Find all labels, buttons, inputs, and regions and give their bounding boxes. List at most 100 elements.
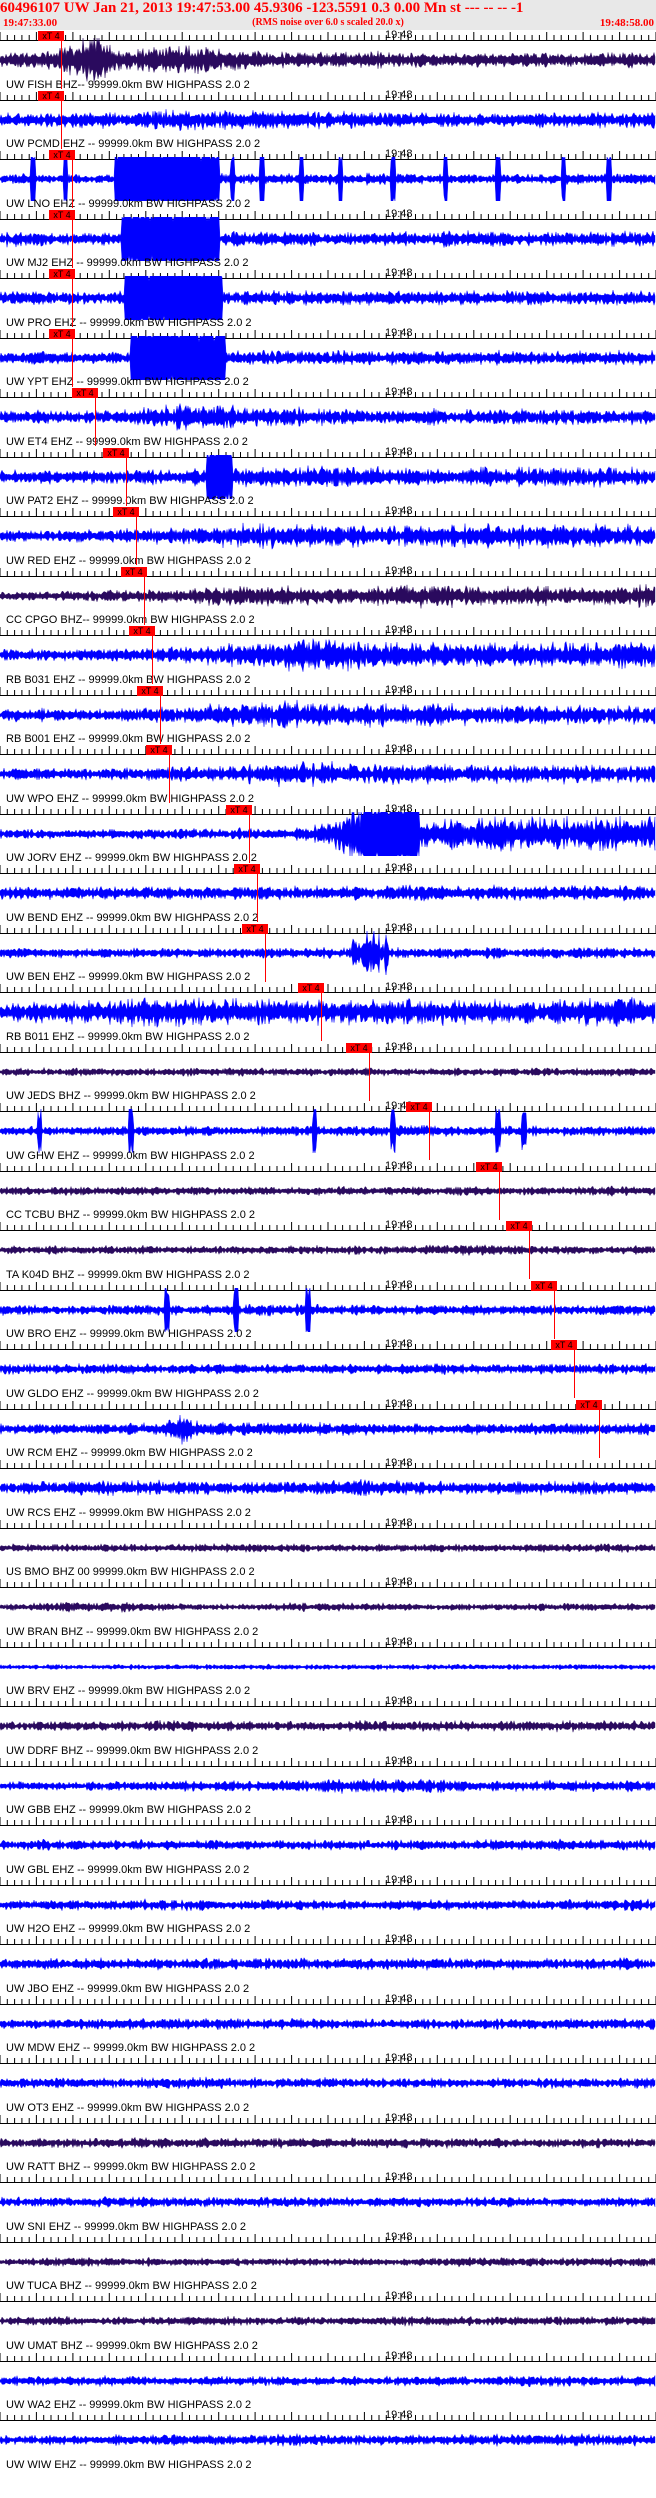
station-label: RB B011 EHZ -- 99999.0km BW HIGHPASS 2.0… — [6, 1030, 250, 1042]
phase-marker[interactable]: xT 4 — [49, 150, 75, 160]
trace-row[interactable]: 19:48 UW JORV EHZ -- 99999.0km BW HIGHPAS… — [0, 804, 656, 863]
trace-row[interactable]: 19:48 UW UMAT BHZ -- 99999.0km BW HIGHPAS… — [0, 2291, 656, 2351]
trace-row[interactable]: 19:48 UW SNI EHZ -- 99999.0km BW HIGHPASS… — [0, 2172, 656, 2232]
trace-row[interactable]: 19:48 UW BEN EHZ -- 99999.0km BW HIGHPASS… — [0, 923, 656, 982]
phase-marker[interactable]: xT 4 — [576, 1399, 602, 1410]
phase-marker[interactable]: xT 4 — [49, 209, 75, 220]
trace-row[interactable]: 19:48 UW BRAN BHZ -- 99999.0km BW HIGHPAS… — [0, 1577, 656, 1637]
trace-row[interactable]: 19:48 UW BEND EHZ -- 99999.0km BW HIGHPAS… — [0, 863, 656, 923]
phase-marker-line — [72, 269, 73, 327]
time-tick-label: 19:48 — [385, 1577, 413, 1588]
phase-marker-line — [249, 804, 250, 863]
time-tick-label: 19:48 — [385, 1279, 413, 1291]
time-axis — [0, 804, 656, 815]
trace-row[interactable]: 19:48 UW ET4 EHZ -- 99999.0km BW HIGHPASS… — [0, 387, 656, 447]
phase-marker[interactable]: xT 4 — [406, 1102, 432, 1112]
phase-marker[interactable]: xT 4 — [506, 1221, 532, 1231]
phase-marker[interactable]: xT 4 — [103, 447, 129, 458]
time-tick-label: 19:48 — [385, 1993, 413, 2005]
trace-row[interactable]: 19:48 UW JEDS BHZ -- 99999.0km BW HIGHPAS… — [0, 1041, 656, 1101]
phase-marker[interactable]: xT 4 — [551, 1340, 577, 1350]
trace-row[interactable]: 19:48 UW RED EHZ -- 99999.0km BW HIGHPASS… — [0, 506, 656, 566]
waveform — [0, 157, 656, 201]
trace-row[interactable]: 19:48 RB B001 EHZ -- 99999.0km BW HIGHPAS… — [0, 685, 656, 744]
phase-marker[interactable]: xT 4 — [346, 1042, 372, 1053]
trace-row[interactable]: 19:48 CC TCBU BHZ -- 99999.0km BW HIGHPAS… — [0, 1161, 656, 1220]
trace-row[interactable]: 19:48 US BMO BHZ 00 99999.0km BW HIGHPASS… — [0, 1518, 656, 1577]
phase-marker[interactable]: xT 4 — [49, 328, 75, 339]
trace-row[interactable]: 19:48 UW BRO EHZ -- 99999.0km BW HIGHPASS… — [0, 1279, 656, 1339]
phase-marker[interactable]: xT 4 — [226, 804, 252, 815]
phase-marker[interactable]: xT 4 — [113, 507, 139, 517]
station-label: UW JBO EHZ -- 99999.0km BW HIGHPASS 2.0 … — [6, 1982, 250, 1994]
phase-marker[interactable]: xT 4 — [476, 1161, 502, 1172]
trace-row[interactable]: 19:48 UW WPO EHZ -- 99999.0km BW HIGHPASS… — [0, 744, 656, 804]
trace-row[interactable]: 19:48 UW GBB EHZ -- 99999.0km BW HIGHPASS… — [0, 1756, 656, 1815]
waveform — [0, 1704, 656, 1748]
phase-marker[interactable]: xT 4 — [137, 685, 163, 696]
time-axis — [0, 1518, 656, 1529]
trace-row[interactable]: 19:48 UW PCMD EHZ -- 99999.0km BW HIGHPAS… — [0, 90, 656, 149]
time-tick-label: 19:48 — [385, 1696, 413, 1707]
phase-marker-line — [72, 328, 73, 387]
trace-row[interactable]: 19:48 UW PRO EHZ -- 99999.0km BW HIGHPASS… — [0, 268, 656, 328]
phase-marker-line — [574, 1340, 575, 1398]
trace-row[interactable]: 19:48 TA K04D BHZ -- 99999.0km BW HIGHPAS… — [0, 1220, 656, 1280]
trace-row[interactable]: 19:48 UW LNO EHZ -- 99999.0km BW HIGHPASS… — [0, 149, 656, 209]
phase-marker-line — [95, 388, 96, 446]
trace-list: 19:48 UW FISH BHZ-- 99999.0km BW HIGHPASS… — [0, 30, 656, 2470]
trace-row[interactable]: 19:48 UW DDRF BHZ -- 99999.0km BW HIGHPAS… — [0, 1696, 656, 1756]
trace-row[interactable]: 19:48 RB B031 EHZ -- 99999.0km BW HIGHPAS… — [0, 625, 656, 685]
time-axis — [0, 1101, 656, 1112]
phase-marker[interactable]: xT 4 — [129, 626, 155, 636]
phase-marker[interactable]: xT 4 — [234, 864, 260, 874]
phase-marker[interactable]: xT 4 — [242, 923, 268, 934]
phase-marker[interactable]: xT 4 — [38, 31, 64, 41]
phase-marker[interactable]: xT 4 — [146, 745, 172, 755]
trace-row[interactable]: 19:48 UW GHW EHZ -- 99999.0km BW HIGHPASS… — [0, 1101, 656, 1161]
phase-marker-line — [72, 150, 73, 208]
trace-row[interactable]: 19:48 UW GLDO EHZ -- 99999.0km BW HIGHPAS… — [0, 1339, 656, 1399]
time-tick-label: 19:48 — [385, 2350, 413, 2362]
station-label: RB B031 EHZ -- 99999.0km BW HIGHPASS 2.0… — [6, 673, 251, 685]
time-axis — [0, 1875, 656, 1886]
trace-row[interactable]: 19:48 CC CPGO BHZ-- 99999.0km BW HIGHPASS… — [0, 566, 656, 625]
trace-row[interactable]: 19:48 UW PAT2 EHZ -- 99999.0km BW HIGHPAS… — [0, 447, 656, 506]
trace-row[interactable]: 19:48 UW RATT BHZ -- 99999.0km BW HIGHPAS… — [0, 2113, 656, 2172]
waveform — [0, 2121, 656, 2165]
phase-marker[interactable]: xT 4 — [298, 983, 324, 993]
trace-row[interactable]: 19:48 UW GBL EHZ -- 99999.0km BW HIGHPASS… — [0, 1815, 656, 1875]
phase-marker[interactable]: xT 4 — [121, 566, 147, 577]
trace-row[interactable]: 19:48 UW TUCA BHZ -- 99999.0km BW HIGHPAS… — [0, 2231, 656, 2291]
trace-row[interactable]: 19:48 UW YPT EHZ -- 99999.0km BW HIGHPASS… — [0, 328, 656, 387]
trace-row[interactable]: 19:48 UW WIW EHZ -- 99999.0km BW HIGHPASS… — [0, 2410, 656, 2470]
phase-marker[interactable]: xT 4 — [38, 90, 64, 101]
time-tick-label: 19:48 — [385, 2231, 413, 2243]
time-tick-label: 19:48 — [385, 1041, 413, 1053]
time-axis — [0, 863, 656, 874]
trace-row[interactable]: 19:48 UW OT3 EHZ -- 99999.0km BW HIGHPASS… — [0, 2053, 656, 2113]
phase-marker[interactable]: xT 4 — [531, 1280, 557, 1291]
phase-marker-line — [429, 1102, 430, 1160]
time-axis — [0, 387, 656, 398]
waveform — [0, 574, 656, 618]
trace-row[interactable]: 19:48 UW MJ2 EHZ -- 99999.0km BW HIGHPASS… — [0, 209, 656, 268]
trace-row[interactable]: 19:48 UW JBO EHZ -- 99999.0km BW HIGHPASS… — [0, 1934, 656, 1994]
waveform — [0, 930, 656, 975]
phase-marker[interactable]: xT 4 — [72, 388, 98, 398]
trace-row[interactable]: 19:48 UW RCM EHZ -- 99999.0km BW HIGHPASS… — [0, 1399, 656, 1458]
phase-marker[interactable]: xT 4 — [49, 269, 75, 279]
time-tick-label: 19:48 — [385, 1458, 413, 1469]
trace-row[interactable]: 19:48 UW RCS EHZ -- 99999.0km BW HIGHPASS… — [0, 1458, 656, 1518]
trace-row[interactable]: 19:48 UW FISH BHZ-- 99999.0km BW HIGHPASS… — [0, 30, 656, 90]
station-label: UW GBL EHZ -- 99999.0km BW HIGHPASS 2.0 … — [6, 1863, 250, 1875]
time-axis — [0, 90, 656, 101]
trace-row[interactable]: 19:48 UW H2O EHZ -- 99999.0km BW HIGHPASS… — [0, 1875, 656, 1934]
trace-row[interactable]: 19:48 UW MDW EHZ -- 99999.0km BW HIGHPASS… — [0, 1993, 656, 2053]
trace-row[interactable]: 19:48 UW WA2 EHZ -- 99999.0km BW HIGHPASS… — [0, 2350, 656, 2410]
station-label: UW LNO EHZ -- 99999.0km BW HIGHPASS 2.0 … — [6, 197, 251, 209]
trace-row[interactable]: 19:48 UW BRV EHZ -- 99999.0km BW HIGHPASS… — [0, 1637, 656, 1696]
trace-row[interactable]: 19:48 RB B011 EHZ -- 99999.0km BW HIGHPAS… — [0, 982, 656, 1042]
time-axis — [0, 1399, 656, 1410]
